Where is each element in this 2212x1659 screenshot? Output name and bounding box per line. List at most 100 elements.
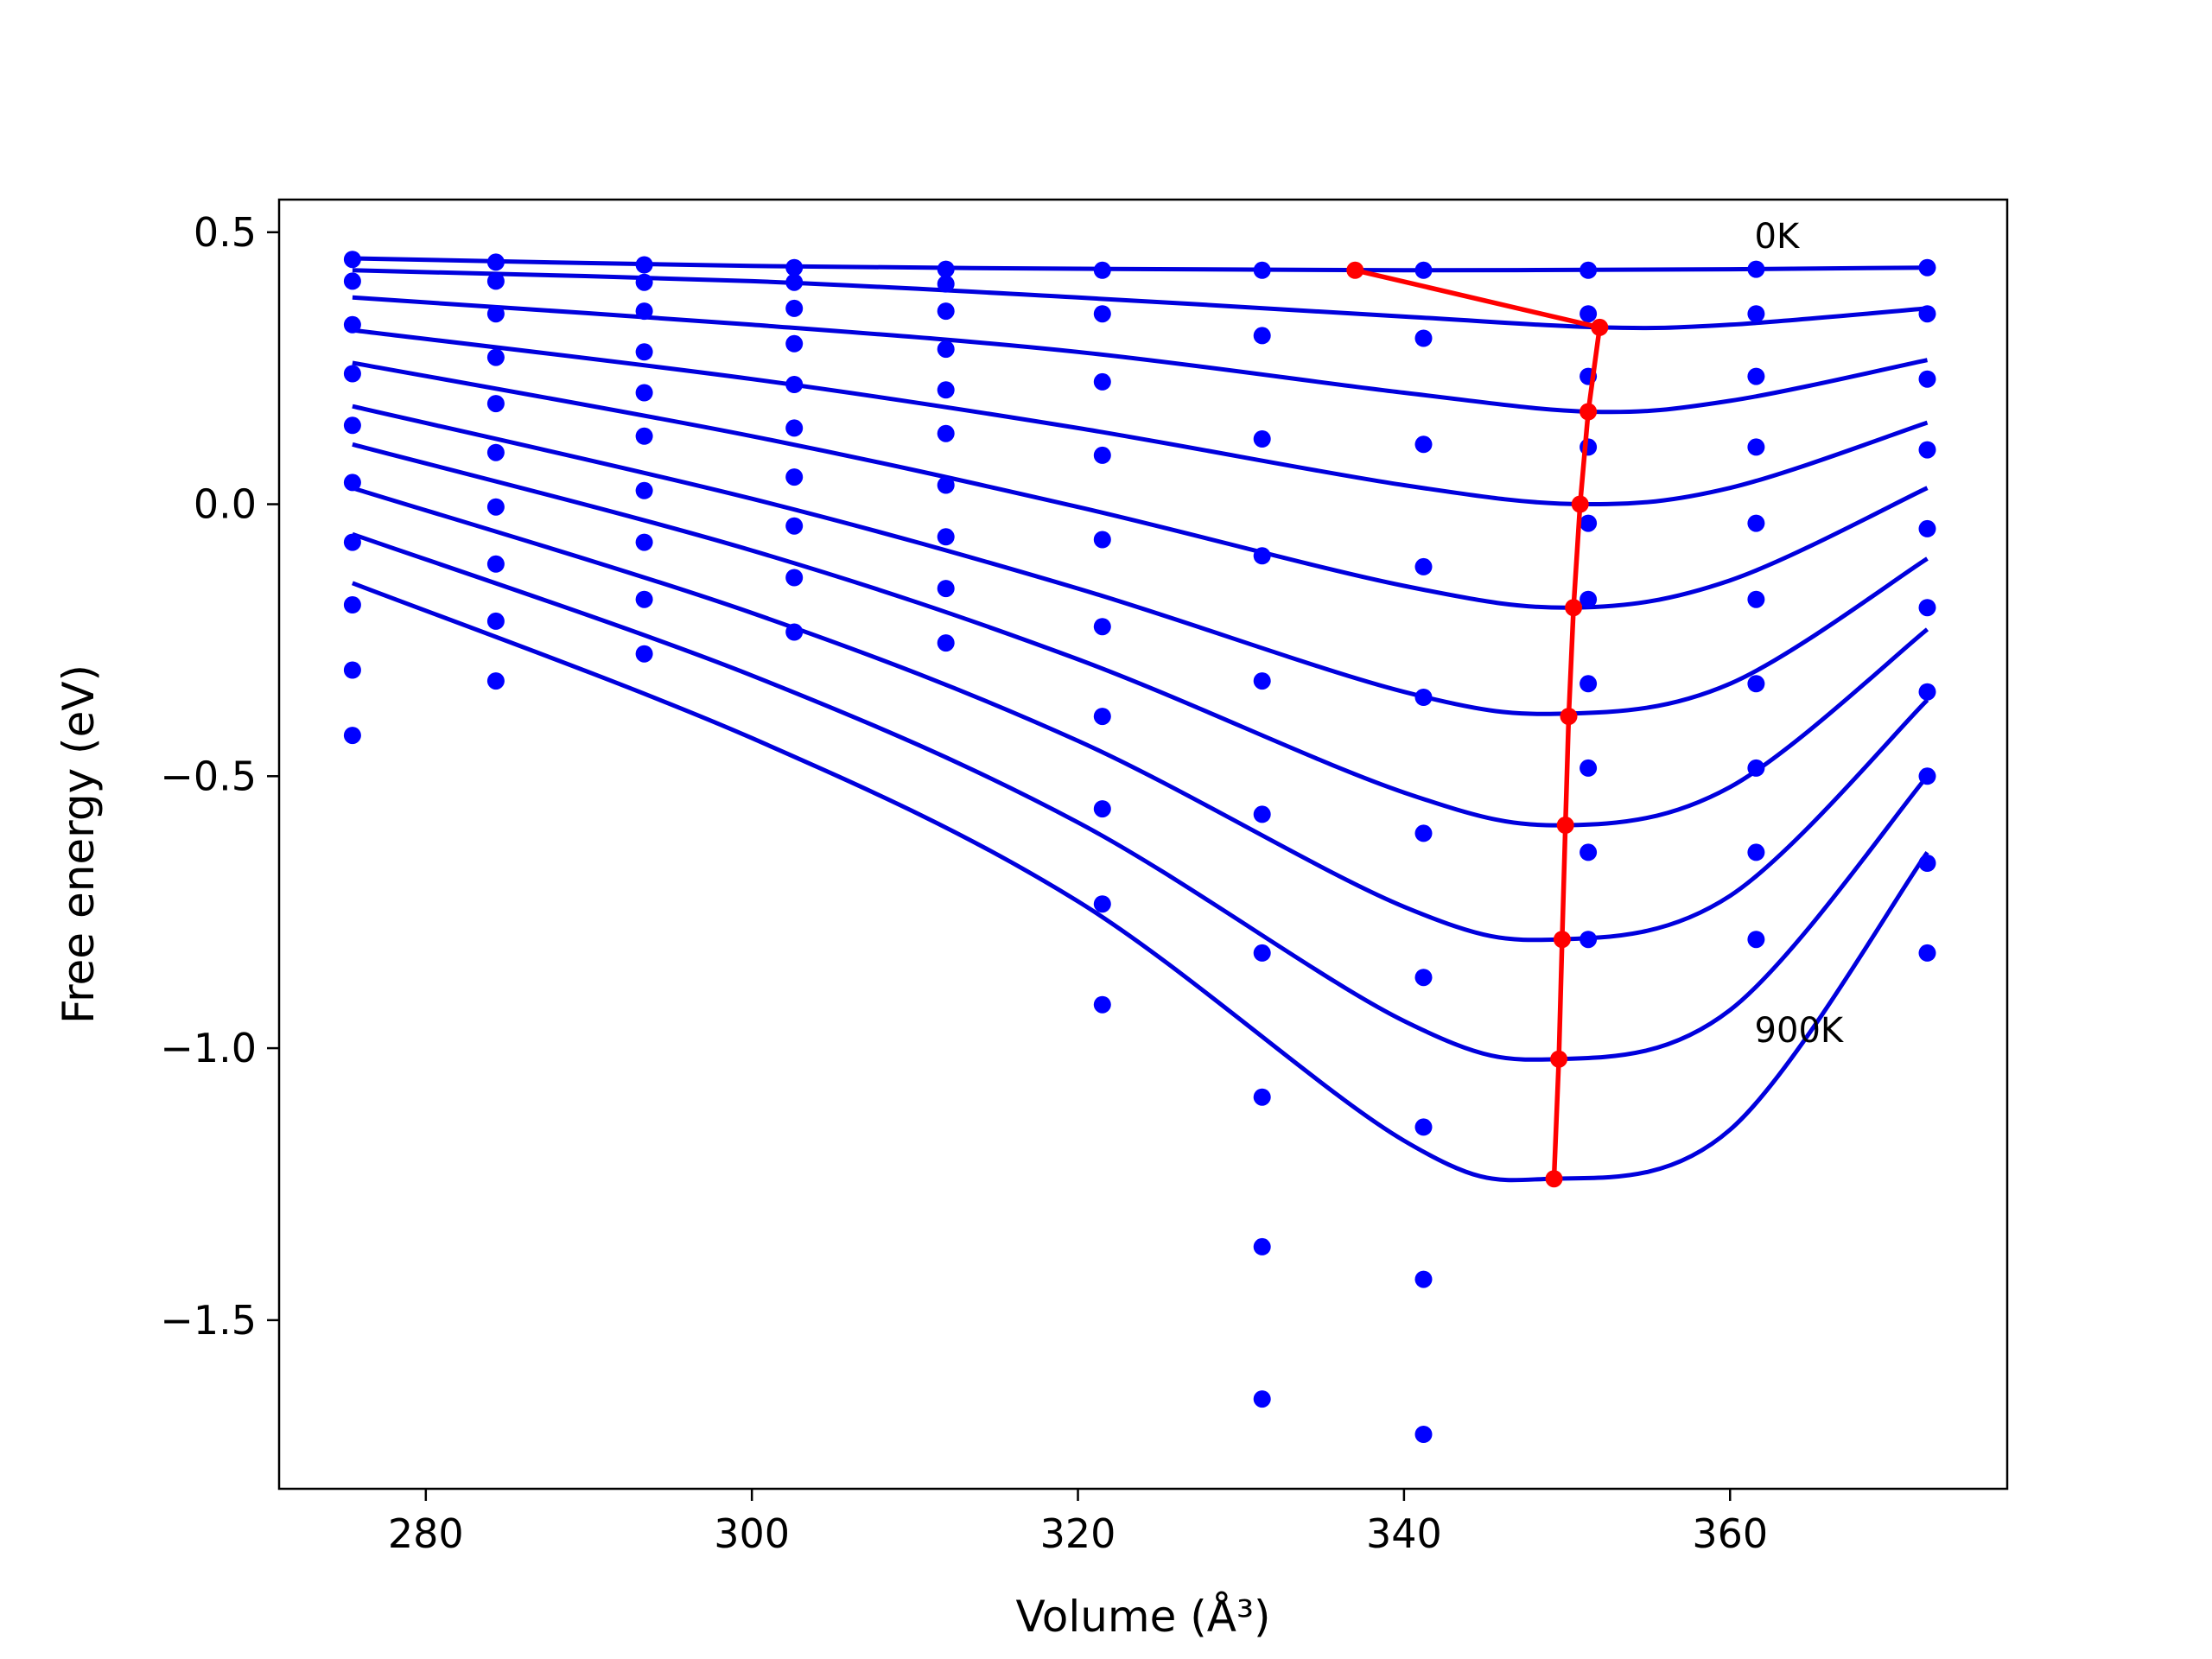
data-point xyxy=(1253,672,1271,690)
annotations: 0K 900K xyxy=(1755,217,1845,1051)
x-tick-label: 320 xyxy=(1040,1510,1116,1557)
data-point xyxy=(1918,944,1936,962)
data-point xyxy=(1580,514,1598,532)
data-point xyxy=(1580,438,1598,456)
data-point xyxy=(785,517,804,535)
data-point xyxy=(486,395,505,413)
minimum-point xyxy=(1346,261,1364,279)
data-point xyxy=(1093,372,1111,391)
data-point xyxy=(343,365,361,383)
minimum-point xyxy=(1560,708,1578,726)
data-point xyxy=(1918,441,1936,459)
data-point xyxy=(486,672,505,690)
fit-curve-3 xyxy=(352,327,1929,507)
data-point xyxy=(937,580,955,598)
data-point xyxy=(1093,446,1111,464)
data-point xyxy=(1918,683,1936,701)
data-point xyxy=(1747,438,1765,456)
data-point xyxy=(785,334,804,353)
minimum-point xyxy=(1550,1050,1568,1068)
data-point xyxy=(1093,305,1111,323)
axis-ticks: 280 300 320 340 360 0.5 0.0 −0.5 −1.0 −1.5 xyxy=(160,209,1768,1557)
data-point xyxy=(1414,969,1433,987)
data-point xyxy=(343,474,361,492)
y-tick-label: −1.5 xyxy=(160,1297,257,1344)
data-point xyxy=(785,569,804,587)
data-point xyxy=(1414,1270,1433,1288)
data-point xyxy=(635,645,653,663)
data-point xyxy=(1093,800,1111,818)
data-point xyxy=(486,443,505,461)
data-point xyxy=(1093,618,1111,636)
data-point xyxy=(343,596,361,613)
y-tick-label: −1.0 xyxy=(160,1025,257,1071)
data-point xyxy=(1918,855,1936,872)
fit-curve-9 xyxy=(351,581,1929,1183)
minimum-point xyxy=(1556,817,1574,834)
data-point xyxy=(937,302,955,321)
fit-curve-0 xyxy=(352,256,1928,273)
data-point xyxy=(486,253,505,271)
axes-frame xyxy=(277,198,2009,1491)
y-tick-label: −0.5 xyxy=(160,753,257,799)
data-point xyxy=(937,476,955,494)
data-point xyxy=(486,555,505,573)
data-point xyxy=(1580,261,1598,279)
x-tick-label: 300 xyxy=(714,1510,790,1557)
data-point xyxy=(1580,305,1598,323)
data-point xyxy=(785,258,804,276)
data-point xyxy=(635,256,653,274)
data-point xyxy=(937,340,955,359)
data-point xyxy=(1414,261,1433,279)
data-point xyxy=(1580,843,1598,861)
data-point xyxy=(1747,514,1765,532)
minimum-point xyxy=(1545,1170,1563,1188)
data-point xyxy=(635,481,653,499)
annotation-label: 0K xyxy=(1755,217,1801,257)
data-point xyxy=(1253,547,1271,565)
data-point xyxy=(1580,931,1598,949)
data-point xyxy=(635,427,653,445)
data-point xyxy=(635,384,653,402)
fit-curve-4 xyxy=(352,360,1929,610)
data-point xyxy=(1253,1088,1271,1106)
x-axis-label: Volume (Å³) xyxy=(1015,1592,1270,1642)
data-point xyxy=(1093,708,1111,726)
data-point xyxy=(1253,1390,1271,1408)
data-point xyxy=(937,634,955,652)
data-point xyxy=(937,528,955,546)
data-point xyxy=(1414,435,1433,454)
data-point xyxy=(1918,519,1936,537)
minimum-point xyxy=(1553,931,1571,949)
x-tick-label: 340 xyxy=(1366,1510,1442,1557)
data-point xyxy=(1253,327,1271,345)
data-point xyxy=(343,315,361,334)
data-point xyxy=(486,305,505,323)
y-axis-label: Free energy (eV) xyxy=(54,664,104,1024)
data-point xyxy=(1253,430,1271,448)
data-point xyxy=(1093,531,1111,549)
data-point xyxy=(343,533,361,551)
data-point xyxy=(937,424,955,442)
data-point xyxy=(343,251,361,269)
minimum-point xyxy=(1580,403,1598,421)
data-point xyxy=(1918,767,1936,785)
minimum-path-line xyxy=(1354,268,1603,1179)
data-point xyxy=(785,299,804,317)
data-point xyxy=(1580,759,1598,777)
data-point xyxy=(343,661,361,679)
data-point xyxy=(1580,675,1598,693)
data-point xyxy=(1414,689,1433,706)
y-tick-label: 0.5 xyxy=(194,209,257,256)
fit-curve-6 xyxy=(352,442,1929,828)
annotation-label: 900K xyxy=(1755,1011,1845,1051)
data-point xyxy=(1414,1426,1433,1443)
data-point xyxy=(1918,258,1936,276)
data-point xyxy=(635,302,653,321)
data-point xyxy=(937,260,955,278)
data-point xyxy=(635,533,653,551)
data-point xyxy=(1918,305,1936,323)
fit-curve-5 xyxy=(352,404,1929,716)
